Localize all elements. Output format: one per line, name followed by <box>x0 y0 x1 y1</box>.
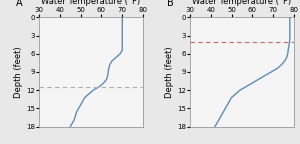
X-axis label: Water Temperature (°F): Water Temperature (°F) <box>41 0 141 6</box>
Y-axis label: Depth (feet): Depth (feet) <box>14 46 23 98</box>
X-axis label: Water Temperature (°F): Water Temperature (°F) <box>192 0 292 6</box>
Y-axis label: Depth (feet): Depth (feet) <box>165 46 174 98</box>
Text: B: B <box>167 0 174 8</box>
Text: A: A <box>16 0 23 8</box>
